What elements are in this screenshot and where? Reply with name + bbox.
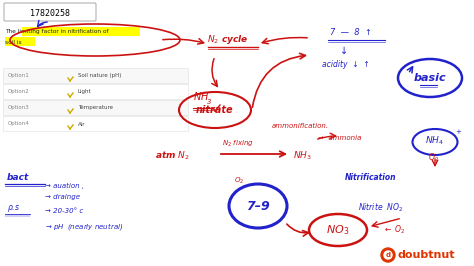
Text: basic: basic: [414, 73, 447, 83]
Text: The limiting factor in nitrification of: The limiting factor in nitrification of: [5, 30, 109, 35]
Bar: [5, 37, 35, 46]
FancyBboxPatch shape: [3, 26, 151, 50]
Text: → drainge: → drainge: [45, 194, 80, 200]
Text: $O_2$: $O_2$: [234, 176, 244, 186]
Circle shape: [384, 251, 392, 259]
Text: → auation ,: → auation ,: [45, 183, 84, 189]
Text: Temperature: Temperature: [78, 106, 113, 110]
Text: Nitrification: Nitrification: [345, 173, 396, 182]
Text: soil is: soil is: [5, 39, 22, 44]
Bar: [3, 68, 188, 83]
Text: ammonification.: ammonification.: [272, 123, 329, 129]
Text: $N_2$ cycle: $N_2$ cycle: [207, 33, 249, 46]
Text: Light: Light: [78, 89, 91, 94]
Text: →  ammonia: → ammonia: [318, 135, 361, 141]
Text: 3: 3: [207, 99, 211, 105]
Text: Option3: Option3: [8, 106, 30, 110]
Text: Air: Air: [78, 122, 85, 127]
Text: nitrate: nitrate: [196, 105, 234, 115]
Text: bact: bact: [7, 173, 29, 182]
Text: Option2: Option2: [8, 89, 30, 94]
Text: $\rho$.s: $\rho$.s: [7, 203, 20, 214]
Text: Nitrite  $NO_2$: Nitrite $NO_2$: [358, 201, 403, 214]
Bar: [3, 100, 188, 115]
Text: 7  —  8  ↑: 7 — 8 ↑: [330, 28, 372, 37]
Text: $\leftarrow$ $O_2$: $\leftarrow$ $O_2$: [383, 223, 406, 235]
Text: Option4: Option4: [8, 122, 30, 127]
Text: +: +: [455, 129, 461, 135]
Text: 17820258: 17820258: [30, 9, 70, 18]
Text: $O_2$: $O_2$: [428, 151, 439, 164]
Text: → 20-30° c: → 20-30° c: [45, 208, 83, 214]
Text: $N_2$ fixing: $N_2$ fixing: [222, 139, 254, 149]
Text: $NH_3$: $NH_3$: [293, 149, 312, 161]
Text: → $pH$  (nearly neutral): → $pH$ (nearly neutral): [45, 221, 123, 231]
Text: acidity  ↓  ↑: acidity ↓ ↑: [322, 60, 370, 69]
Bar: [3, 84, 188, 99]
Bar: [3, 116, 188, 131]
Text: Option1: Option1: [8, 73, 30, 78]
Text: ↓: ↓: [340, 46, 348, 56]
Text: $NO_3$: $NO_3$: [326, 223, 350, 237]
Circle shape: [381, 248, 395, 262]
Text: doubtnut: doubtnut: [398, 250, 456, 260]
Text: atm $N_2$: atm $N_2$: [155, 149, 190, 161]
Text: $NH$: $NH$: [193, 90, 210, 102]
Text: 7–9: 7–9: [246, 200, 270, 213]
FancyBboxPatch shape: [4, 3, 96, 21]
Text: Soil nature (pH): Soil nature (pH): [78, 73, 121, 78]
Text: $NH_4$: $NH_4$: [426, 135, 445, 147]
Text: d: d: [385, 252, 391, 258]
Bar: [22, 27, 140, 36]
